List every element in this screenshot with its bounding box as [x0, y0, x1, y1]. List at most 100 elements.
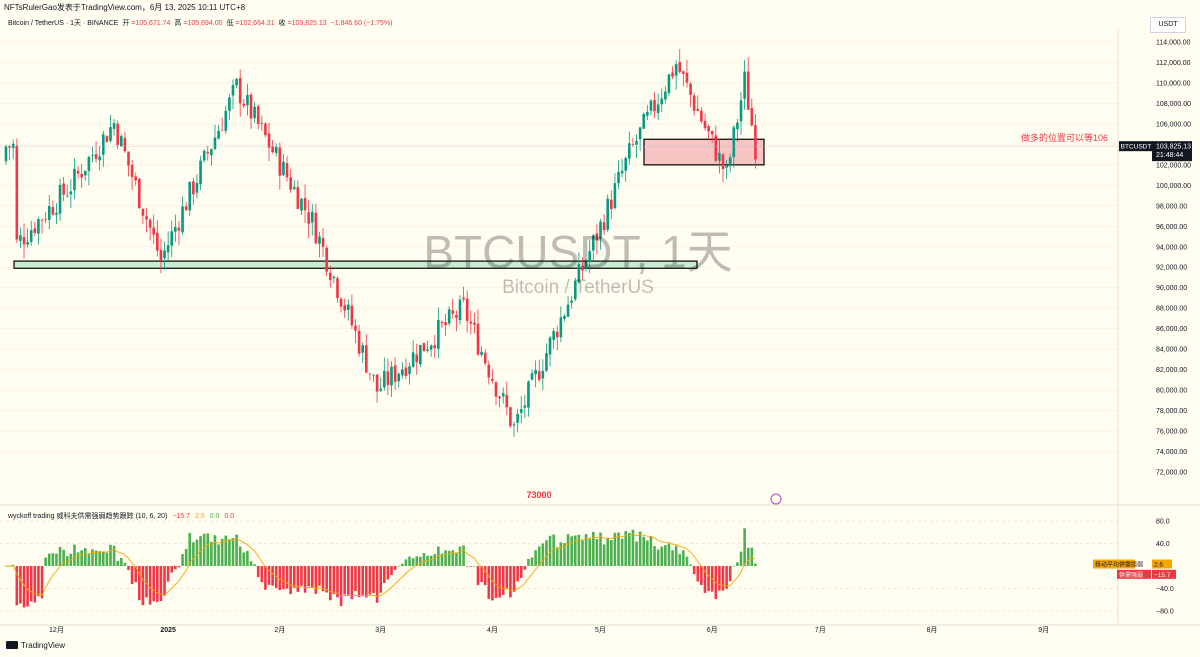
histogram-bar — [303, 566, 307, 593]
low-label: 73000 — [526, 490, 551, 500]
histogram-bar — [235, 534, 238, 566]
candle-body — [213, 137, 217, 150]
footer-brand[interactable]: TradingView — [21, 641, 66, 650]
histogram-bar — [372, 566, 375, 594]
histogram-bar — [516, 566, 519, 582]
price-tick-label: 86,000.00 — [1156, 326, 1187, 333]
indicator-title[interactable]: wyckoff trading 威科夫供需强弱趋势跟踪 (10, 6, 20) — [8, 513, 168, 520]
candle-body — [393, 365, 397, 382]
candle-body — [87, 157, 91, 171]
time-tick-label: 12月 — [49, 626, 64, 634]
candle-body — [455, 314, 458, 318]
candle-body — [339, 298, 343, 307]
histogram-bar — [260, 566, 264, 583]
histogram-bar — [487, 566, 491, 599]
candle-body — [350, 305, 354, 326]
histogram-bar — [83, 548, 87, 566]
candle-body — [170, 231, 174, 246]
candle-body — [696, 109, 700, 111]
candle-body — [505, 394, 509, 408]
candle-body — [156, 232, 159, 251]
histogram-bar — [246, 550, 249, 566]
candle-body — [473, 322, 476, 325]
histogram-bar — [447, 550, 451, 566]
histogram-bar — [29, 566, 33, 602]
histogram-bar — [91, 549, 94, 566]
candle-body — [332, 276, 336, 279]
open-label: 开 — [122, 20, 130, 27]
candle-body — [721, 154, 725, 169]
histogram-bar — [563, 543, 566, 566]
candle-body — [249, 94, 253, 119]
price-tag-countdown: 21:48:44 — [1156, 152, 1183, 159]
candle-body — [119, 136, 123, 147]
candle-body — [552, 331, 555, 340]
tag-sd-label: 供需强弱 — [1119, 571, 1143, 579]
candle-body — [415, 354, 419, 363]
candle-body — [692, 95, 696, 111]
histogram-bar — [33, 566, 37, 603]
candle-body — [419, 345, 422, 365]
candle-body — [336, 278, 339, 298]
candle-body — [523, 405, 527, 408]
price-tag-bg — [1152, 141, 1192, 162]
histogram-bar — [750, 547, 754, 566]
histogram-bar — [483, 566, 487, 586]
histogram-bar — [58, 546, 62, 566]
histogram-bar — [163, 566, 166, 596]
histogram-bar — [491, 566, 494, 601]
candle-body — [487, 364, 491, 378]
histogram-bar — [119, 557, 123, 566]
histogram-bar — [552, 534, 555, 566]
candle-body — [174, 227, 177, 232]
tag-ma-value: 2.6 — [1154, 562, 1163, 569]
candle-body — [501, 393, 505, 397]
histogram-bar — [148, 566, 152, 605]
candle-body — [134, 176, 138, 181]
histogram-bar — [256, 566, 260, 578]
candle-body — [181, 206, 184, 233]
candle-body — [559, 317, 563, 338]
candle-body — [372, 374, 375, 376]
candle-body — [743, 71, 746, 99]
candle-body — [202, 150, 206, 161]
price-tick-label: 82,000.00 — [1156, 367, 1187, 374]
candle-body — [199, 160, 202, 185]
histogram-bar — [509, 566, 512, 598]
histogram-bar — [667, 543, 671, 566]
candle-body — [566, 304, 570, 317]
candle-body — [127, 151, 130, 166]
histogram-bar — [51, 553, 55, 566]
candle-body — [646, 111, 649, 116]
price-tick-label: 84,000.00 — [1156, 347, 1187, 354]
candle-body — [51, 207, 55, 215]
histogram-bar — [112, 545, 116, 566]
candle-body — [33, 228, 37, 234]
candle-body — [159, 249, 163, 261]
histogram-bar — [174, 566, 177, 570]
candle-body — [606, 198, 610, 230]
candle-body — [638, 127, 642, 140]
candle-body — [282, 161, 285, 176]
currency-button[interactable]: USDT — [1150, 17, 1186, 33]
histogram-bar — [11, 564, 15, 566]
histogram-bar — [473, 565, 476, 567]
candle-body — [109, 127, 112, 141]
histogram-bar — [541, 543, 545, 566]
candle-body — [83, 170, 87, 176]
candle-body — [703, 120, 707, 128]
candle-body — [58, 184, 62, 214]
histogram-bar — [40, 566, 44, 599]
histogram-bar — [725, 566, 728, 589]
histogram-bar — [134, 566, 138, 583]
candle-body — [588, 251, 591, 263]
tag-sd-value: −15.7 — [1154, 572, 1171, 579]
candle-body — [739, 100, 743, 122]
indicator-value-4: 0.0 — [224, 513, 235, 520]
histogram-bar — [685, 556, 689, 566]
histogram-bar — [116, 560, 119, 566]
candle-body — [401, 369, 404, 376]
histogram-bar — [249, 561, 253, 566]
symbol-line[interactable]: Bitcoin / TetherUS · 1天 · BINANCE — [8, 20, 119, 27]
